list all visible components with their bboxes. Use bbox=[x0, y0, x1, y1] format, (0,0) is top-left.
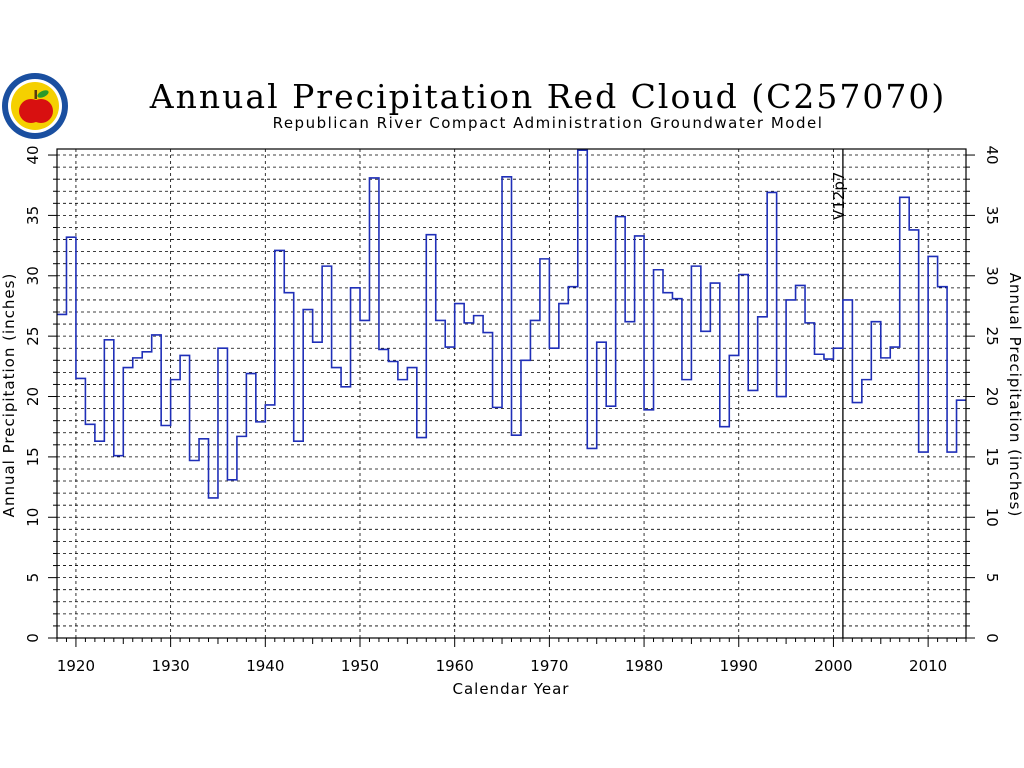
y-tick-label: 15 bbox=[983, 447, 1001, 466]
y-axis-label-right: Annual Precipitation (inches) bbox=[1006, 273, 1024, 518]
y-tick-label: 10 bbox=[24, 508, 42, 527]
y-tick-label: 40 bbox=[983, 145, 1001, 164]
y-axis-left-ticks: 0 5 10 15 20 25 30 35 40 bbox=[24, 145, 57, 643]
y-axis-label-left: Annual Precipitation (inches) bbox=[0, 273, 18, 518]
logo bbox=[2, 73, 68, 139]
y-tick-label: 0 bbox=[24, 633, 42, 643]
chart-title: Annual Precipitation Red Cloud (C257070) bbox=[149, 77, 946, 116]
grid-lines bbox=[57, 149, 966, 638]
x-tick-label: 1930 bbox=[152, 657, 190, 675]
x-tick-label: 1920 bbox=[57, 657, 95, 675]
chart-subtitle: Republican River Compact Administration … bbox=[273, 114, 824, 132]
y-tick-label: 35 bbox=[983, 206, 1001, 225]
y-axis-right-ticks: 0 5 10 15 20 25 30 35 40 bbox=[966, 145, 1001, 643]
y-tick-label: 15 bbox=[24, 447, 42, 466]
y-tick-label: 5 bbox=[983, 573, 1001, 583]
x-tick-label: 1950 bbox=[341, 657, 379, 675]
y-tick-label: 10 bbox=[983, 508, 1001, 527]
annotation-label: V12p7 bbox=[830, 172, 848, 220]
precipitation-step-line bbox=[57, 149, 966, 499]
y-tick-label: 30 bbox=[983, 266, 1001, 285]
y-tick-label: 25 bbox=[24, 327, 42, 346]
y-tick-label: 40 bbox=[24, 145, 42, 164]
y-tick-label: 25 bbox=[983, 327, 1001, 346]
x-tick-label: 2010 bbox=[909, 657, 947, 675]
y-tick-label: 20 bbox=[24, 387, 42, 406]
x-tick-label: 1980 bbox=[625, 657, 663, 675]
x-tick-label: 1940 bbox=[246, 657, 284, 675]
x-axis-ticks: 1920 1930 1940 1950 1960 1970 1980 1990 2000 2010 bbox=[56, 638, 967, 675]
apple-seal-icon bbox=[2, 73, 68, 139]
x-tick-label: 1960 bbox=[436, 657, 474, 675]
x-tick-label: 2000 bbox=[814, 657, 852, 675]
x-tick-label: 1990 bbox=[720, 657, 758, 675]
y-tick-label: 5 bbox=[24, 573, 42, 583]
y-tick-label: 20 bbox=[983, 387, 1001, 406]
series-line bbox=[57, 149, 966, 499]
y-tick-label: 35 bbox=[24, 206, 42, 225]
y-tick-label: 0 bbox=[983, 633, 1001, 643]
x-axis-label: Calendar Year bbox=[453, 680, 570, 698]
x-tick-label: 1970 bbox=[530, 657, 568, 675]
y-tick-label: 30 bbox=[24, 266, 42, 285]
